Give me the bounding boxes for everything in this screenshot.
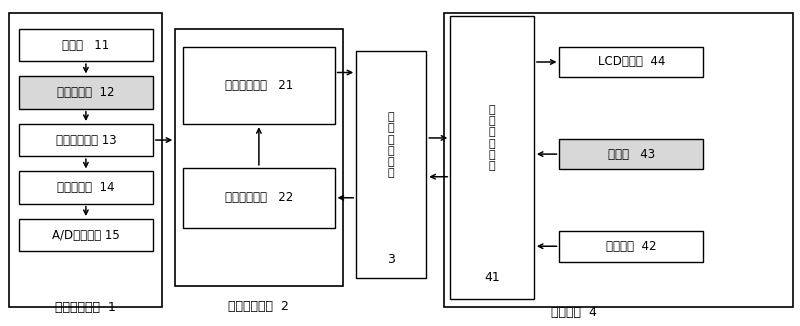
Bar (19, 171, 153, 204)
Bar (19, 219, 153, 251)
Text: 低通滤波器  14: 低通滤波器 14 (57, 181, 114, 194)
Text: 41: 41 (484, 271, 500, 284)
Bar (356, 52, 426, 278)
Text: 核心运算模块  2: 核心运算模块 2 (229, 300, 290, 313)
Text: 实时时钟模块   22: 实时时钟模块 22 (225, 191, 293, 204)
Text: 存储器   43: 存储器 43 (608, 148, 654, 161)
Bar (559, 139, 703, 170)
Bar (444, 13, 793, 307)
Text: 传感器   11: 传感器 11 (62, 38, 110, 52)
Text: 串
口
通
信
模
块: 串 口 通 信 模 块 (388, 112, 394, 178)
Bar (450, 16, 534, 299)
Text: 电源模块  42: 电源模块 42 (606, 240, 657, 253)
Bar (19, 76, 153, 109)
Bar (559, 47, 703, 77)
Bar (10, 13, 162, 307)
Text: LCD触摸屏  44: LCD触摸屏 44 (598, 55, 665, 68)
Bar (175, 29, 342, 286)
Bar (183, 168, 334, 228)
Bar (19, 29, 153, 61)
Text: 3: 3 (387, 254, 395, 266)
Text: 信号输入模块  1: 信号输入模块 1 (55, 301, 116, 314)
Bar (19, 124, 153, 156)
Text: 二
号
微
处
理
器: 二 号 微 处 理 器 (489, 105, 495, 171)
Text: 控制模块  4: 控制模块 4 (551, 306, 597, 319)
Text: 一号微处理器   21: 一号微处理器 21 (225, 79, 293, 92)
Bar (559, 231, 703, 261)
Text: A/D转换模块 15: A/D转换模块 15 (52, 229, 120, 242)
Text: 模拟多路开关 13: 模拟多路开关 13 (55, 134, 116, 147)
Text: 电荷放大器  12: 电荷放大器 12 (57, 86, 114, 99)
Bar (183, 47, 334, 124)
